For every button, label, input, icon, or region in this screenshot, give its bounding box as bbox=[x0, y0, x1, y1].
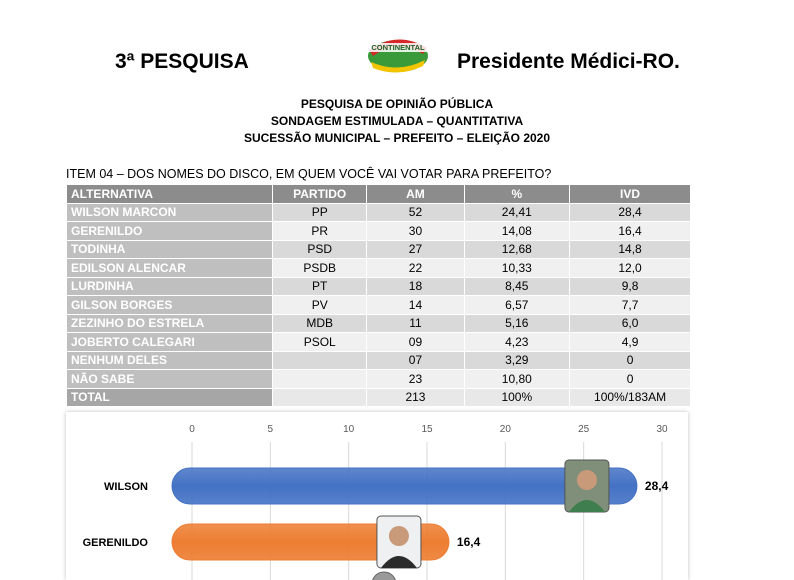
table-row: JOBERTO CALEGARI PSOL 09 4,23 4,9 bbox=[65, 332, 691, 352]
header-alternativa: ALTERNATIVA bbox=[65, 184, 274, 204]
cell-ivd: 9,8 bbox=[569, 276, 691, 296]
cell-ivd: 12,0 bbox=[569, 258, 691, 278]
x-tick-label: 15 bbox=[421, 424, 433, 435]
cell-name: GERENILDO bbox=[65, 221, 274, 241]
survey-titles: PESQUISA DE OPINIÃO PÚBLICA SONDAGEM EST… bbox=[0, 96, 794, 147]
cell-name: LURDINHA bbox=[65, 276, 274, 296]
x-tick-label: 5 bbox=[268, 424, 274, 435]
category-label: GERENILDO bbox=[83, 537, 149, 549]
cell-name: EDILSON ALENCAR bbox=[65, 258, 274, 278]
cell-ivd: 100%/183AM bbox=[569, 387, 691, 407]
question-text: ITEM 04 – DOS NOMES DO DISCO, EM QUEM VO… bbox=[66, 167, 552, 181]
results-table: ALTERNATIVA PARTIDO AM % IVD WILSON MARC… bbox=[65, 184, 691, 407]
cell-am: 22 bbox=[366, 258, 465, 278]
x-tick-label: 0 bbox=[189, 424, 195, 435]
table-row: NENHUM DELES 07 3,29 0 bbox=[65, 350, 691, 370]
cell-partido: MDB bbox=[272, 313, 368, 333]
x-tick-label: 20 bbox=[500, 424, 512, 435]
cell-am: 27 bbox=[366, 239, 465, 259]
table-row: ZEZINHO DO ESTRELA MDB 11 5,16 6,0 bbox=[65, 313, 691, 333]
cell-name: ZEZINHO DO ESTRELA bbox=[65, 313, 274, 333]
cell-partido: PSD bbox=[272, 239, 368, 259]
chart-canvas: 0 5 10 15 20 25 30 28,4 WILSON 16,4 GERENILDO bbox=[83, 424, 669, 580]
cell-percent: 10,33 bbox=[463, 258, 571, 278]
cell-partido bbox=[272, 350, 368, 370]
cell-ivd: 6,0 bbox=[569, 313, 691, 333]
category-label: WILSON bbox=[104, 481, 148, 493]
candidate-photo-icon bbox=[376, 515, 422, 569]
cell-ivd: 0 bbox=[569, 369, 691, 389]
title-line-3: SUCESSÃO MUNICIPAL – PREFEITO – ELEIÇÃO … bbox=[243, 131, 551, 145]
header-am: AM bbox=[366, 184, 465, 204]
table-row: WILSON MARCON PP 52 24,41 28,4 bbox=[65, 202, 691, 222]
cell-percent: 8,45 bbox=[463, 276, 571, 296]
cell-partido: PV bbox=[272, 295, 368, 315]
cell-ivd: 0 bbox=[569, 350, 691, 370]
cell-am: 11 bbox=[366, 313, 465, 333]
cell-name: TODINHA bbox=[65, 239, 274, 259]
title-line-2: SONDAGEM ESTIMULADA – QUANTITATIVA bbox=[270, 114, 524, 128]
cell-percent: 3,29 bbox=[463, 350, 571, 370]
cell-name: GILSON BORGES bbox=[65, 295, 274, 315]
x-tick-label: 10 bbox=[343, 424, 355, 435]
cell-percent: 24,41 bbox=[463, 202, 571, 222]
bar-value-label: 28,4 bbox=[645, 479, 669, 493]
cell-partido: PSOL bbox=[272, 332, 368, 352]
survey-number-title: 3ª PESQUISA bbox=[115, 50, 249, 73]
header-partido: PARTIDO bbox=[272, 184, 368, 204]
cell-percent: 10,80 bbox=[463, 369, 571, 389]
cell-ivd: 4,9 bbox=[569, 332, 691, 352]
cell-ivd: 7,7 bbox=[569, 295, 691, 315]
city-title: Presidente Médici-RO. bbox=[457, 50, 680, 73]
logo-text: CONTINENTAL bbox=[371, 43, 425, 52]
cell-ivd: 28,4 bbox=[569, 202, 691, 222]
table-row: TODINHA PSD 27 12,68 14,8 bbox=[65, 239, 691, 259]
cell-am: 14 bbox=[366, 295, 465, 315]
bar-wilson bbox=[171, 467, 638, 505]
table-row: GILSON BORGES PV 14 6,57 7,7 bbox=[65, 295, 691, 315]
bar-value-label: 16,4 bbox=[457, 535, 481, 549]
cell-percent: 14,08 bbox=[463, 221, 571, 241]
cell-am: 18 bbox=[366, 276, 465, 296]
cell-am: 213 bbox=[366, 387, 465, 407]
cell-name: NENHUM DELES bbox=[65, 350, 274, 370]
cell-name: TOTAL bbox=[65, 387, 274, 407]
table-row: LURDINHA PT 18 8,45 9,8 bbox=[65, 276, 691, 296]
cell-percent: 100% bbox=[463, 387, 571, 407]
table-row: EDILSON ALENCAR PSDB 22 10,33 12,0 bbox=[65, 258, 691, 278]
candidate-photo-icon bbox=[372, 571, 396, 580]
table-total-row: TOTAL 213 100% 100%/183AM bbox=[65, 387, 691, 407]
header-ivd: IVD bbox=[569, 184, 691, 204]
cell-name: NÃO SABE bbox=[65, 369, 274, 389]
cell-partido bbox=[272, 387, 368, 407]
cell-am: 52 bbox=[366, 202, 465, 222]
cell-percent: 6,57 bbox=[463, 295, 571, 315]
cell-ivd: 16,4 bbox=[569, 221, 691, 241]
table-header-row: ALTERNATIVA PARTIDO AM % IVD bbox=[65, 184, 691, 204]
table-row: GERENILDO PR 30 14,08 16,4 bbox=[65, 221, 691, 241]
cell-partido: PT bbox=[272, 276, 368, 296]
cell-percent: 12,68 bbox=[463, 239, 571, 259]
table-row: NÃO SABE 23 10,80 0 bbox=[65, 369, 691, 389]
candidate-photo-icon bbox=[564, 459, 610, 513]
x-tick-label: 30 bbox=[656, 424, 668, 435]
cell-am: 30 bbox=[366, 221, 465, 241]
cell-percent: 4,23 bbox=[463, 332, 571, 352]
cell-am: 07 bbox=[366, 350, 465, 370]
cell-percent: 5,16 bbox=[463, 313, 571, 333]
cell-name: WILSON MARCON bbox=[65, 202, 274, 222]
header-percent: % bbox=[463, 184, 571, 204]
ivd-bar-chart: 0 5 10 15 20 25 30 28,4 WILSON 16,4 GERENILDO bbox=[66, 412, 688, 580]
cell-am: 09 bbox=[366, 332, 465, 352]
cell-partido: PR bbox=[272, 221, 368, 241]
cell-partido bbox=[272, 369, 368, 389]
cell-name: JOBERTO CALEGARI bbox=[65, 332, 274, 352]
cell-partido: PP bbox=[272, 202, 368, 222]
title-line-1: PESQUISA DE OPINIÃO PÚBLICA bbox=[300, 97, 494, 111]
cell-am: 23 bbox=[366, 369, 465, 389]
cell-partido: PSDB bbox=[272, 258, 368, 278]
x-tick-label: 25 bbox=[578, 424, 590, 435]
cell-ivd: 14,8 bbox=[569, 239, 691, 259]
continental-logo: CONTINENTAL bbox=[365, 39, 431, 73]
